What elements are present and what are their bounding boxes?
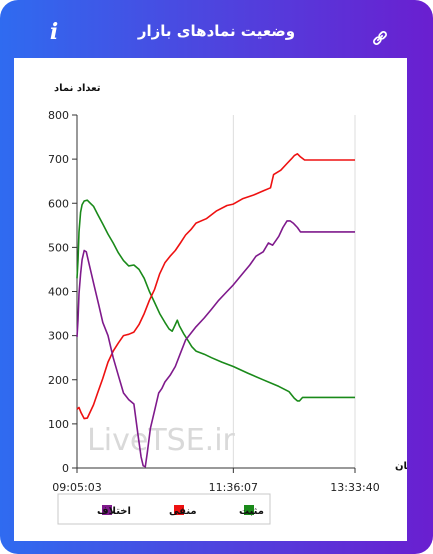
x-axis-label: زمان [395,461,407,472]
y-tick-label: 400 [48,286,69,299]
header-title: وضعیت نمادهای بازار [137,22,296,40]
y-tick-label: 300 [48,330,69,343]
info-icon[interactable]: i [49,19,59,45]
legend: مثبت منفی اختلاف [57,493,271,525]
series-line [76,199,355,402]
header: i وضعیت نمادهای بازار [0,0,433,58]
legend-swatch [244,505,254,515]
legend-label: اختلاف [97,506,131,517]
series-layer [76,153,355,468]
legend-label: منفی [169,506,197,517]
series-line [76,153,355,420]
x-tick-label: 09:05:03 [52,481,101,494]
y-axis-label: تعداد نماد [54,83,101,94]
series-line [76,220,355,468]
axes: 0 100 200 300 400 500 600 700 800 09:05:03 11:36:0… [48,109,380,494]
y-tick-label: 800 [48,109,69,122]
legend-box [57,493,271,525]
y-tick-label: 100 [48,418,69,431]
chart-panel: LiveTSE.ir 0 100 200 300 400 500 600 700 800 09:0… [14,58,419,541]
y-tick-label: 200 [48,374,69,387]
line-chart: LiveTSE.ir 0 100 200 300 400 500 600 700 800 09:0… [48,83,419,525]
y-tick-label: 600 [48,197,69,210]
watermark: LiveTSE.ir [87,423,235,458]
x-tick-label: 13:33:40 [330,481,379,494]
legend-label: مثبت [239,506,264,517]
x-tick-label: 11:36:07 [209,481,258,494]
y-tick-label: 500 [48,241,69,254]
legend-swatch [174,505,184,515]
legend-swatch [102,505,112,515]
y-tick-label: 0 [62,462,69,475]
y-tick-label: 700 [48,153,69,166]
link-icon[interactable] [371,29,389,47]
grid [76,115,356,468]
